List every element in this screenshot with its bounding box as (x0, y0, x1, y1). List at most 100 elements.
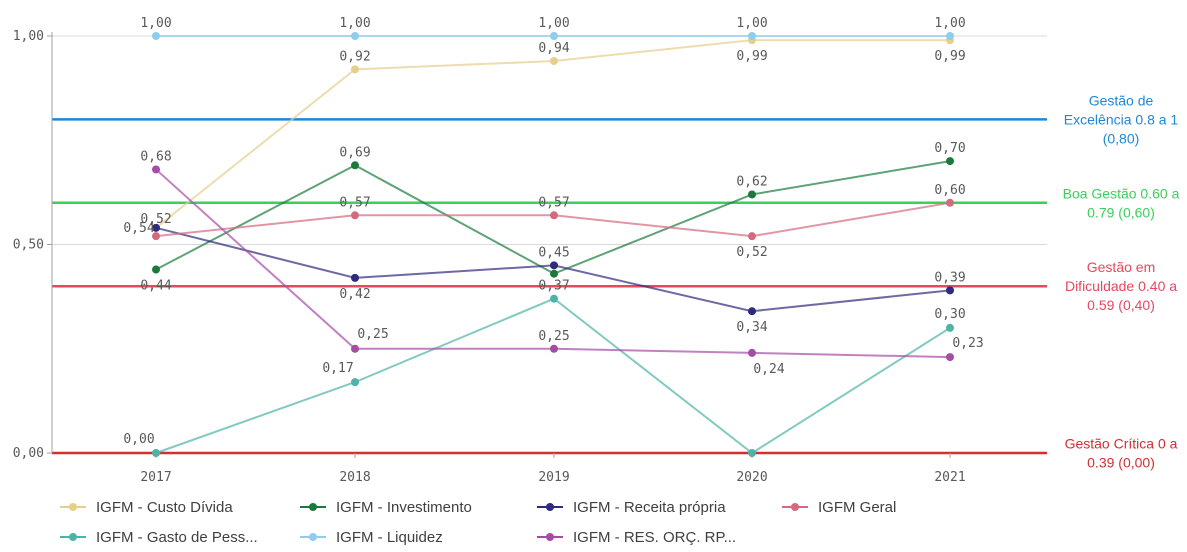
legend-item-custo-divida[interactable]: IGFM - Custo Dívida (60, 499, 300, 516)
data-point (946, 286, 954, 295)
data-label: 0,25 (538, 329, 569, 344)
data-point (748, 449, 756, 457)
data-label: 0,57 (538, 195, 569, 210)
data-label: 0,30 (934, 307, 965, 322)
data-label: 0,34 (736, 320, 767, 335)
y-tick-label: 1,00 (13, 29, 44, 44)
legend-swatch (300, 531, 326, 543)
data-point (351, 32, 359, 40)
reference-line-label: Gestão em Dificuldade 0.40 a 0.59 (0,40) (1065, 259, 1177, 313)
data-label: 1,00 (934, 16, 965, 31)
data-label: 0,70 (934, 141, 965, 156)
legend-item-res-orc-rp[interactable]: IGFM - RES. ORÇ. RP... (537, 529, 782, 546)
data-point (152, 232, 160, 241)
data-label: 0,68 (140, 149, 171, 164)
legend-swatch (60, 531, 86, 543)
legend-swatch (60, 501, 86, 513)
x-tick-label: 2017 (140, 470, 171, 485)
data-label: 0,57 (339, 195, 370, 210)
legend: IGFM - Custo Dívida IGFM - Investimento … (60, 492, 1060, 552)
legend-label: IGFM - Custo Dívida (96, 498, 233, 516)
data-point (748, 190, 756, 199)
axes: 0,00 0,50 1,00 2017 2018 2019 2020 2021 (13, 29, 966, 485)
data-label: 0,45 (538, 245, 569, 260)
data-point (152, 223, 160, 232)
data-point (946, 353, 954, 362)
data-point (946, 323, 954, 332)
data-labels: 0,54 0,92 0,94 0,99 0,99 0,44 0,69 0,62 0,70 0,42… (123, 16, 983, 447)
legend-label: IGFM Geral (818, 498, 897, 516)
legend-swatch (537, 531, 563, 543)
data-label: 1,00 (538, 16, 569, 31)
reference-line-label: Gestão de Excelência 0.8 a 1 (0,80) (1064, 92, 1179, 146)
data-label: 0,23 (952, 336, 983, 351)
legend-item-igfm-geral[interactable]: IGFM Geral (782, 499, 982, 516)
data-label: 0,99 (736, 49, 767, 64)
legend-label: IGFM - Gasto de Pess... (96, 528, 258, 546)
data-label: 0,69 (339, 145, 370, 160)
data-point (550, 211, 558, 220)
legend-label: IGFM - Receita própria (573, 498, 726, 516)
data-label: 0,39 (934, 270, 965, 285)
data-label: 0,52 (140, 212, 171, 227)
data-label: 0,25 (357, 327, 388, 342)
data-label: 1,00 (140, 16, 171, 31)
data-label: 0,44 (140, 279, 171, 294)
data-point (550, 57, 558, 66)
line-chart: 0,00 0,50 1,00 2017 2018 2019 2020 2021 0,54 0,9… (13, 16, 1180, 485)
data-label: 0,54 (123, 221, 154, 236)
reference-labels: Gestão de Excelência 0.8 a 1 (0,80) Boa Ges… (1063, 92, 1180, 470)
x-tick-label: 2018 (339, 470, 370, 485)
data-point (152, 449, 160, 457)
x-tick-label: 2019 (538, 470, 569, 485)
data-point (351, 273, 359, 282)
legend-row-2: IGFM - Gasto de Pess... IGFM - Liquidez … (60, 522, 1060, 552)
data-point (550, 32, 558, 40)
data-label: 0,17 (322, 361, 353, 376)
data-point (550, 269, 558, 278)
data-label: 0,24 (753, 362, 784, 377)
legend-item-receita-propria[interactable]: IGFM - Receita própria (537, 499, 782, 516)
data-label: 0,52 (736, 245, 767, 260)
y-tick-label: 0,00 (13, 446, 44, 461)
data-point (946, 157, 954, 166)
series-lines (152, 32, 954, 457)
data-label: 1,00 (736, 16, 767, 31)
legend-swatch (782, 501, 808, 513)
data-point (748, 348, 756, 357)
legend-item-investimento[interactable]: IGFM - Investimento (300, 499, 537, 516)
data-label: 0,62 (736, 174, 767, 189)
legend-label: IGFM - Liquidez (336, 528, 443, 546)
reference-line-label: Boa Gestão 0.60 a 0.79 (0,60) (1063, 185, 1180, 220)
data-point (152, 265, 160, 274)
data-point (152, 165, 160, 174)
data-label: 0,60 (934, 183, 965, 198)
data-point (748, 307, 756, 316)
y-tick-label: 0,50 (13, 238, 44, 253)
legend-label: IGFM - RES. ORÇ. RP... (573, 528, 737, 546)
data-label: 0,94 (538, 41, 569, 56)
data-label: 0,00 (123, 432, 154, 447)
legend-item-gasto-pessoal[interactable]: IGFM - Gasto de Pess... (60, 529, 300, 546)
data-label: 1,00 (339, 16, 370, 31)
legend-swatch (537, 501, 563, 513)
legend-label: IGFM - Investimento (336, 498, 472, 516)
data-point (351, 344, 359, 353)
data-point (748, 232, 756, 241)
legend-swatch (300, 501, 326, 513)
data-point (550, 261, 558, 270)
data-label: 0,99 (934, 49, 965, 64)
data-point (351, 65, 359, 74)
data-point (550, 294, 558, 303)
x-tick-label: 2020 (736, 470, 767, 485)
data-label: 0,42 (339, 287, 370, 302)
reference-line-label: Gestão Crítica 0 a 0.39 (0,00) (1065, 436, 1178, 471)
data-point (946, 198, 954, 207)
data-point (946, 32, 954, 40)
data-point (550, 344, 558, 353)
x-tick-label: 2021 (934, 470, 965, 485)
data-point (351, 161, 359, 170)
data-label: 0,37 (538, 279, 569, 294)
data-label: 0,92 (339, 49, 370, 64)
legend-item-liquidez[interactable]: IGFM - Liquidez (300, 529, 537, 546)
